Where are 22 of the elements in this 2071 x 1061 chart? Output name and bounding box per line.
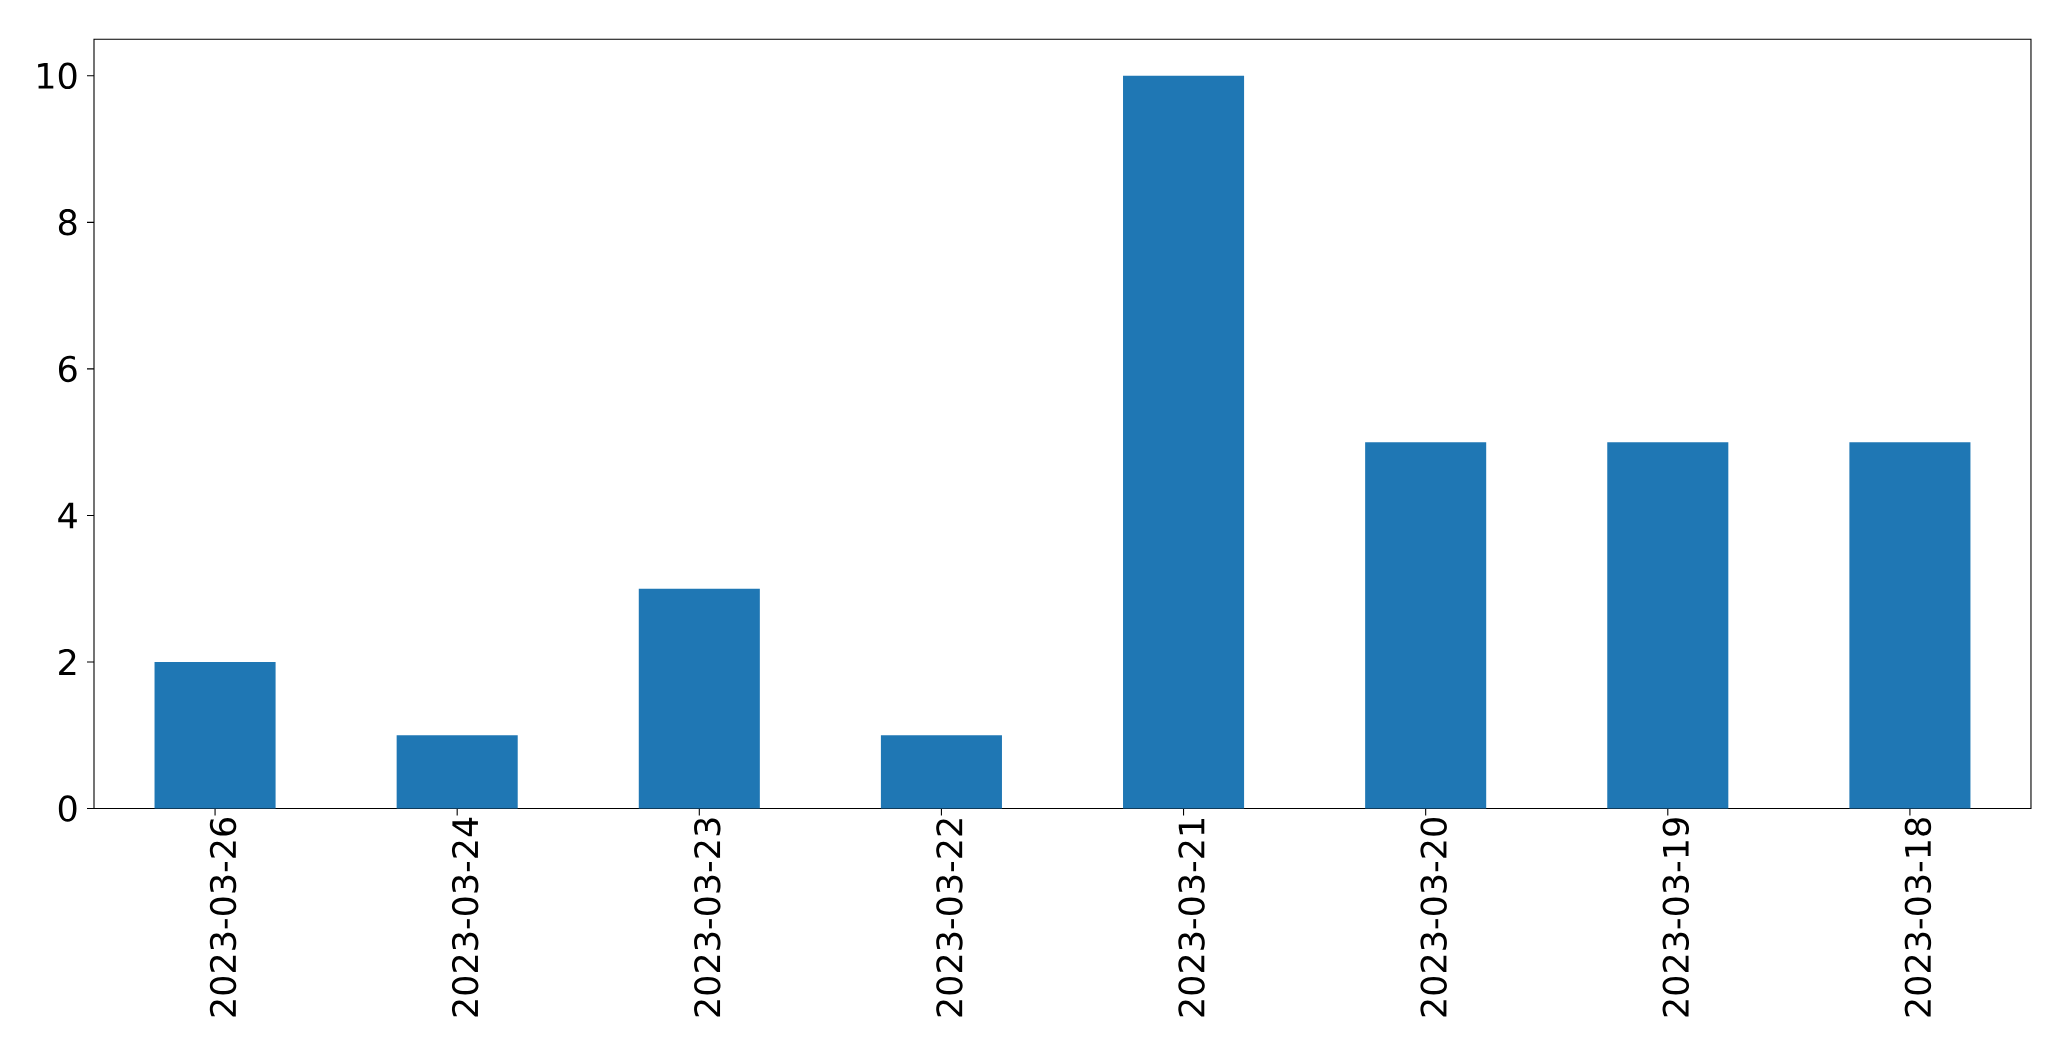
- bar: [880, 735, 1002, 809]
- y-tick-label: 2: [59, 648, 76, 675]
- x-tick-label: 2023-03-21: [1178, 818, 1205, 1017]
- x-tick-label: 2023-03-18: [1904, 818, 1932, 1017]
- bar: [396, 735, 518, 809]
- x-tick-label: 2023-03-26: [209, 817, 237, 1017]
- bar: [638, 588, 760, 809]
- x-tick-label: 2023-03-22: [936, 819, 963, 1017]
- x-tick-label: 2023-03-19: [1662, 818, 1690, 1017]
- bar: [1607, 442, 1729, 809]
- x-tick-label: 2023-03-24: [451, 817, 479, 1017]
- bar: [1123, 75, 1245, 809]
- bar: [1365, 442, 1487, 809]
- y-tick-label: 0: [58, 795, 77, 822]
- y-tick-label: 4: [58, 502, 77, 529]
- x-tick-label: 2023-03-23: [694, 818, 721, 1017]
- bar: [1849, 442, 1971, 809]
- x-tick-label: 2023-03-20: [1420, 818, 1447, 1017]
- y-tick-label: 10: [38, 62, 77, 90]
- y-tick-label: 6: [58, 355, 77, 383]
- y-tick-label: 8: [58, 209, 77, 236]
- bar: [154, 661, 276, 809]
